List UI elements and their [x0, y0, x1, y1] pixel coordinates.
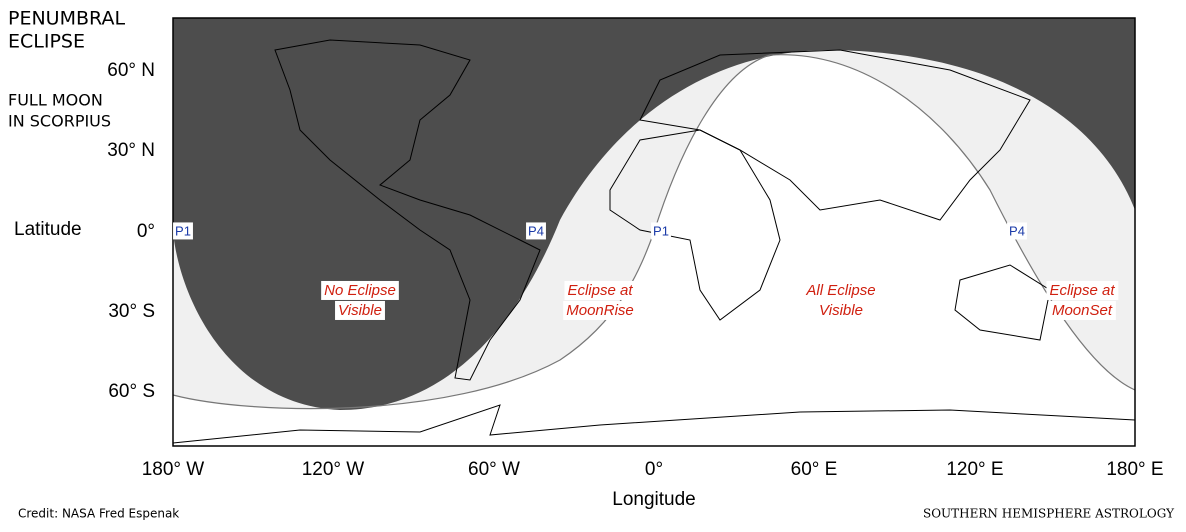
label-box — [335, 300, 385, 320]
x-tick-label: 120° W — [302, 459, 365, 480]
full-visibility-area — [173, 54, 1135, 447]
x-tick-label: 180° W — [142, 459, 205, 480]
subtitle: IN SCORPIUS — [8, 112, 111, 131]
region-label: MoonRise — [566, 302, 634, 319]
penumbra-limit — [172, 54, 1136, 410]
label-box — [1007, 222, 1027, 240]
region-label: No Eclipse — [324, 282, 396, 299]
x-tick-label: 0° — [645, 459, 663, 480]
x-tick-label: 180° E — [1106, 459, 1163, 480]
region-label: Eclipse at — [1049, 282, 1115, 299]
brand: SOUTHERN HEMISPHERE ASTROLOGY — [923, 507, 1175, 521]
no-eclipse-area — [173, 18, 1135, 410]
label-box — [651, 222, 671, 240]
x-tick-label: 60° W — [468, 459, 520, 480]
title: ECLIPSE — [8, 31, 85, 53]
coastlines — [172, 39, 1136, 444]
y-tick-label: 30° N — [107, 140, 155, 161]
label-box — [1046, 280, 1119, 300]
y-tick-label: 60° N — [107, 60, 155, 81]
label-box — [321, 280, 399, 300]
contact-label: P4 — [1009, 223, 1025, 238]
credit: Credit: NASA Fred Espenak — [18, 507, 179, 521]
contact-label: P1 — [653, 223, 669, 238]
contact-label: P4 — [528, 223, 544, 238]
y-tick-label: 60° S — [108, 381, 155, 402]
y-axis-label: Latitude — [14, 219, 82, 240]
title: PENUMBRAL — [8, 8, 125, 30]
region-label: MoonSet — [1052, 302, 1113, 319]
y-tick-label: 30° S — [108, 301, 155, 322]
label-box — [526, 222, 546, 240]
label-box — [802, 280, 879, 300]
x-tick-label: 120° E — [946, 459, 1003, 480]
y-tick-label: 0° — [137, 221, 155, 242]
label-box — [816, 300, 866, 320]
map — [172, 17, 1136, 447]
region-label: Visible — [338, 302, 382, 319]
region-label: All Eclipse — [805, 282, 875, 299]
map-frame — [172, 17, 1136, 447]
label-box — [1048, 300, 1116, 320]
label-box — [173, 222, 193, 240]
x-tick-label: 60° E — [791, 459, 838, 480]
region-label: Visible — [819, 302, 863, 319]
contact-label: P1 — [175, 223, 191, 238]
x-axis-label: Longitude — [612, 489, 695, 510]
subtitle: FULL MOON — [8, 91, 103, 110]
label-box — [563, 300, 637, 320]
region-label: Eclipse at — [567, 282, 633, 299]
label-box — [564, 280, 637, 300]
